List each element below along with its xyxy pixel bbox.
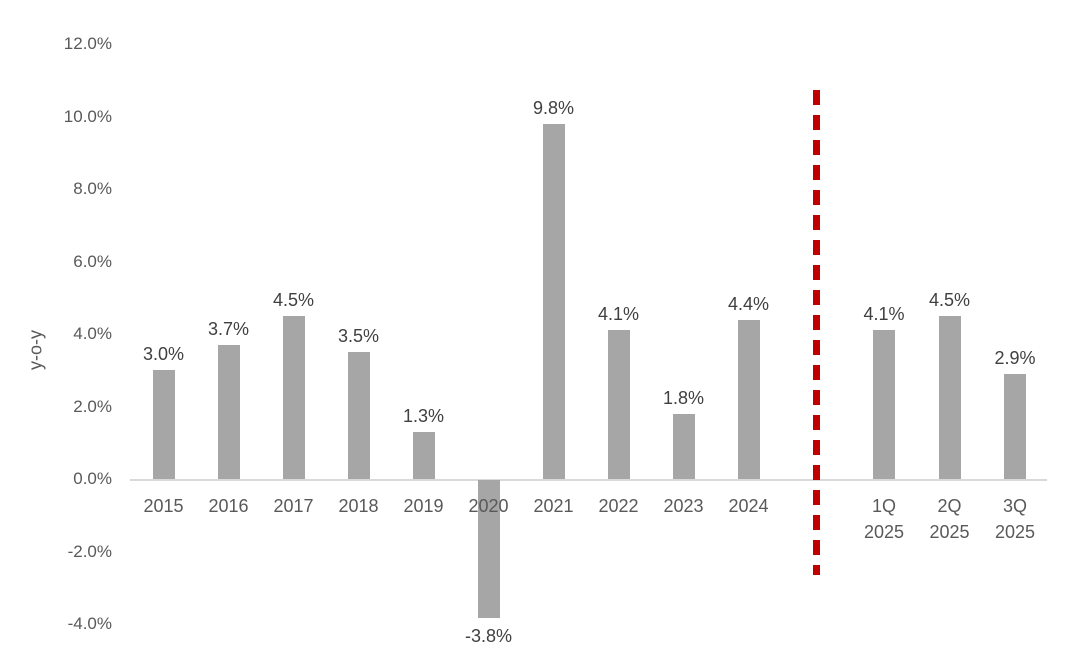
bar [607, 330, 630, 479]
y-tick-label: -4.0% [67, 614, 112, 633]
bar-value-label: 4.5% [272, 289, 315, 310]
bar [217, 344, 240, 479]
bar [477, 480, 500, 618]
bar [1004, 373, 1026, 479]
x-tick-label: 2018 [338, 496, 379, 516]
bar-value-label: -3.8% [464, 625, 513, 646]
y-tick-label: 8.0% [73, 179, 112, 198]
x-tick-label: 2023 [663, 496, 704, 516]
y-tick-label: 2.0% [73, 396, 112, 416]
x-axis-line [130, 479, 1047, 481]
x-tick-label: 2020 [468, 496, 509, 516]
bar-value-label: 4.4% [727, 293, 770, 314]
bar-value-label: 3.5% [337, 326, 380, 347]
bar [542, 123, 565, 479]
x-tick-label: 2019 [403, 496, 444, 516]
bar [938, 315, 961, 479]
x-tick-label: 2024 [728, 496, 769, 516]
bar-value-label: 4.5% [928, 289, 971, 310]
bar-value-label: 1.3% [402, 405, 445, 426]
x-tick-label: 2017 [273, 496, 314, 516]
x-tick-label: 1Q 2025 [863, 496, 905, 542]
bar-value-label: 4.1% [863, 304, 905, 325]
bar-value-label: 9.8% [532, 97, 575, 118]
bar [282, 315, 305, 479]
bar-value-label: 4.1% [597, 304, 640, 325]
bar [347, 352, 370, 479]
forecast-separator-line [812, 90, 820, 575]
y-tick-label: -2.0% [67, 541, 112, 561]
bar-value-label: 3.7% [207, 318, 250, 339]
bar-value-label: 1.8% [662, 387, 705, 408]
y-tick-label: 4.0% [73, 324, 112, 343]
bar [152, 370, 175, 479]
y-tick-label: 0.0% [73, 469, 112, 488]
x-tick-label: 2016 [208, 496, 249, 516]
x-tick-label: 2021 [533, 496, 574, 516]
bar [672, 413, 695, 479]
bar [737, 319, 760, 479]
y-tick-label: 12.0% [63, 34, 112, 53]
y-tick-label: 6.0% [73, 251, 112, 271]
bar-value-label: 2.9% [994, 347, 1036, 368]
x-tick-label: 3Q 2025 [994, 496, 1036, 542]
y-tick-label: 10.0% [63, 106, 112, 126]
x-tick-label: 2Q 2025 [929, 496, 970, 542]
x-tick-label: 2022 [598, 496, 639, 516]
x-tick-label: 2015 [143, 496, 184, 516]
bar-value-label: 3.0% [142, 344, 185, 365]
bar [412, 431, 435, 479]
bar [873, 330, 895, 479]
